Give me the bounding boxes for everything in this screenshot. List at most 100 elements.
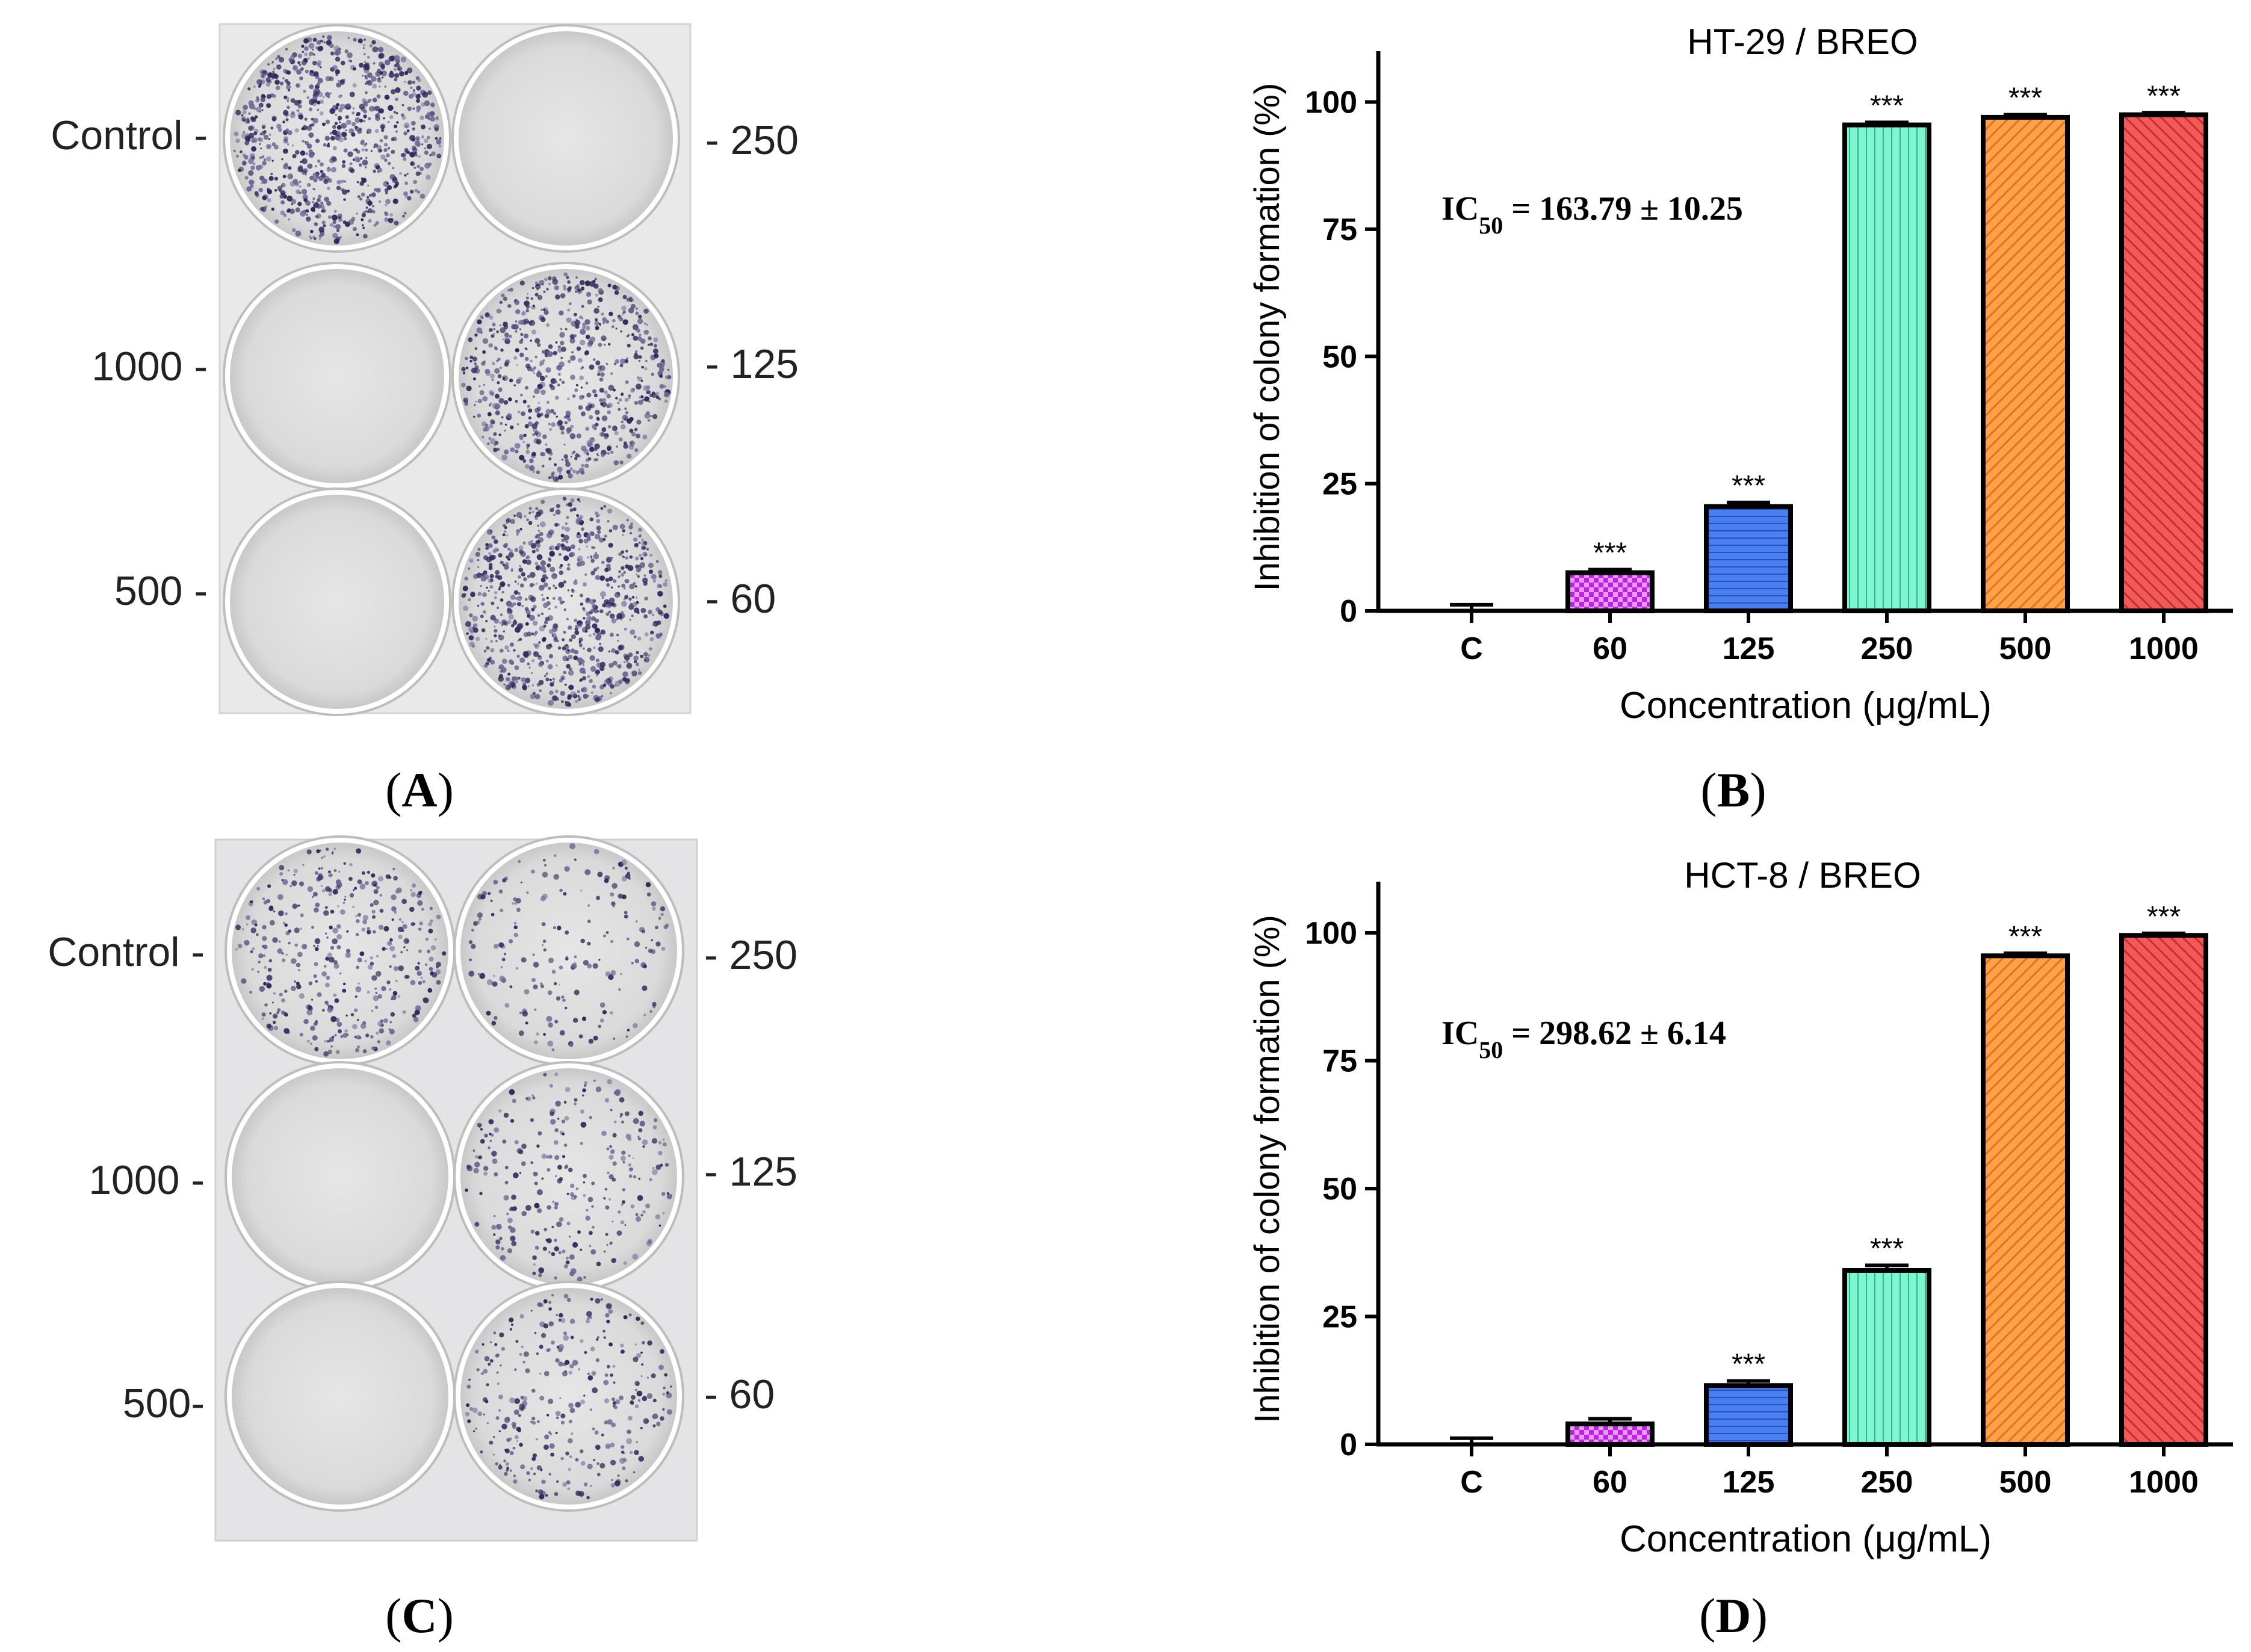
colony-dot (569, 467, 573, 471)
colony-dot (562, 1155, 566, 1159)
colony-dot (582, 664, 585, 666)
colony-dot (597, 610, 599, 613)
colony-dot (582, 676, 587, 681)
colony-dot (616, 445, 618, 448)
colony-dot (623, 444, 628, 449)
colony-dot (537, 1205, 540, 1208)
colony-dot (562, 1133, 565, 1136)
colony-dot (544, 413, 550, 419)
colony-dot (490, 660, 495, 665)
colony-dot (523, 1351, 530, 1357)
colony-dot (528, 521, 533, 525)
y-tick-label: 100 (1305, 85, 1357, 120)
colony-dot (264, 134, 269, 140)
colony-dot (418, 155, 421, 158)
colony-dot (651, 574, 657, 580)
colony-dot (666, 1192, 669, 1195)
colony-dot (323, 224, 326, 227)
colony-dot (542, 434, 547, 439)
colony-dot (642, 1145, 645, 1148)
colony-dot (251, 138, 256, 143)
colony-dot (259, 986, 265, 992)
colony-dot (513, 324, 519, 329)
colony-dot (561, 1119, 566, 1124)
colony-dot (520, 881, 522, 883)
colony-dot (618, 679, 623, 684)
colony-dot (540, 985, 544, 988)
colony-dot (565, 527, 571, 532)
colony-dot (276, 79, 278, 81)
colony-dot (612, 883, 618, 889)
colony-dot (353, 38, 357, 42)
colony-dot (293, 66, 299, 72)
colony-dot (550, 566, 556, 572)
colony-dot (363, 114, 367, 119)
colony-dot (556, 1480, 559, 1483)
colony-dot (247, 139, 250, 142)
colony-dot (562, 1371, 568, 1377)
colony-dot (303, 38, 309, 44)
colony-dot (324, 1000, 329, 1005)
colony-dot (566, 1480, 571, 1485)
colony-dot (299, 185, 302, 188)
colony-dot (552, 695, 558, 701)
colony-dot (562, 380, 565, 384)
colony-dot (636, 1390, 643, 1397)
colony-dot (360, 140, 365, 145)
colony-dot (492, 981, 498, 987)
colony-dot (545, 448, 550, 453)
colony-dot (282, 110, 289, 116)
colony-dot (494, 625, 496, 628)
colony-dot (558, 373, 561, 376)
colony-dot (635, 307, 638, 310)
colony-dot (509, 1328, 513, 1331)
colony-dot (326, 167, 332, 172)
colony-dot (551, 633, 557, 638)
colony-dot (627, 344, 631, 348)
colony-dot (546, 1168, 551, 1172)
colony-dot (612, 867, 615, 870)
colony-dot (615, 650, 619, 655)
colony-dot (521, 677, 526, 682)
colony-dot (300, 150, 306, 156)
x-tick-label: C (1460, 631, 1483, 666)
colony-dot (608, 311, 613, 317)
colony-dot (622, 529, 626, 533)
colony-dot (428, 929, 433, 934)
colony-dot (498, 433, 501, 436)
colony-dot (485, 423, 489, 427)
colony-dot (635, 1216, 642, 1222)
colony-dot (309, 176, 314, 181)
colony-dot (566, 1221, 571, 1225)
colony-dot (306, 216, 311, 222)
colony-dot (254, 923, 258, 927)
colony-dot (590, 555, 593, 558)
colony-dot (302, 158, 308, 164)
colony-dot (357, 879, 362, 885)
colony-dot (641, 365, 645, 369)
colony-dot (584, 463, 589, 468)
colony-dot (629, 1450, 633, 1455)
colony-dot (491, 912, 495, 917)
colony-dot (552, 596, 556, 600)
colony-dot (269, 1012, 272, 1015)
colony-dot (642, 435, 648, 439)
colony-dot (641, 562, 645, 566)
colony-dot (312, 37, 317, 42)
colony-dot (504, 451, 507, 454)
colony-dot (236, 155, 239, 158)
colony-dot (497, 357, 501, 361)
colony-dot (499, 976, 506, 982)
colony-dot (493, 879, 498, 885)
colony-dot (593, 1459, 596, 1461)
colony-dot (619, 1458, 625, 1464)
well-1000 (223, 262, 451, 490)
colony-dot (653, 1118, 658, 1122)
colony-dot (320, 885, 323, 888)
colony-dot (365, 156, 368, 159)
colony-dot (624, 579, 628, 583)
colony-dot (548, 557, 551, 560)
colony-dot (607, 452, 610, 455)
colony-dot (258, 83, 262, 87)
colony-dot (624, 407, 627, 410)
